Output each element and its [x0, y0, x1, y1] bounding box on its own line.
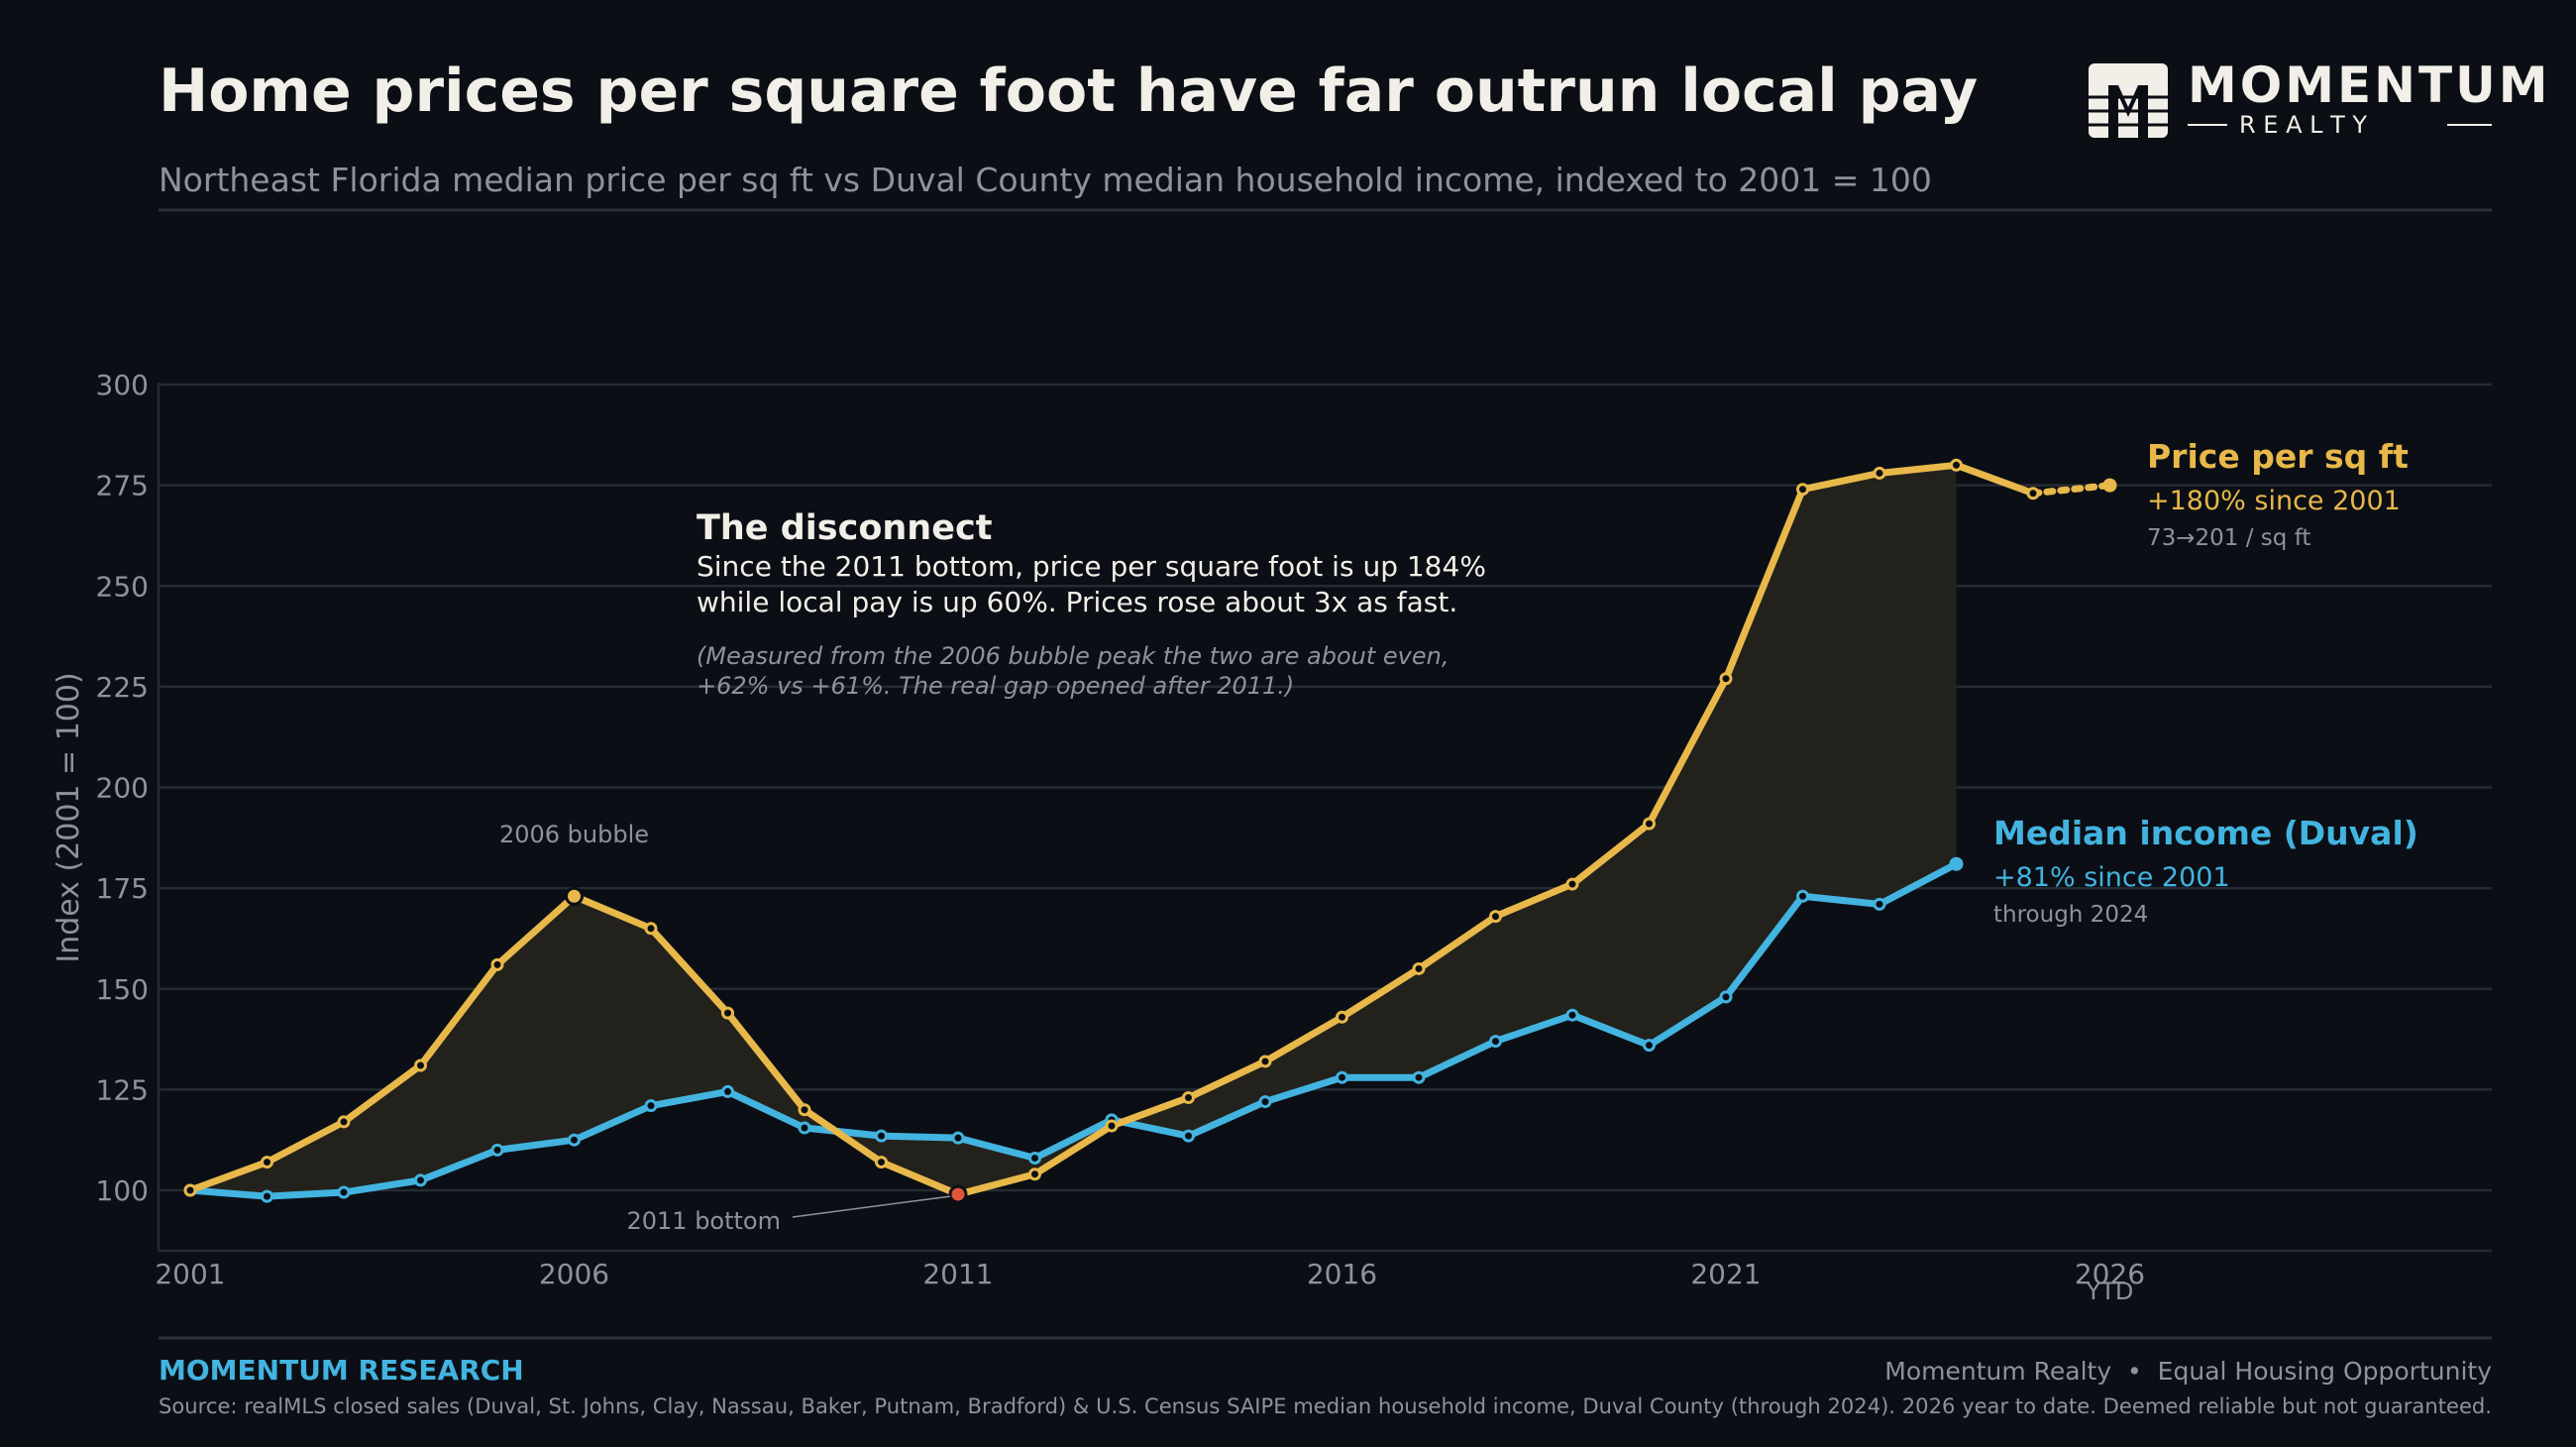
income-point — [1336, 1070, 1348, 1084]
annotation-note-1: (Measured from the 2006 bubble peak the … — [697, 642, 1449, 670]
y-tick-label: 100 — [96, 1174, 149, 1207]
income-series-line — [186, 860, 1960, 1200]
income-series-change: +81% since 2001 — [1993, 862, 2230, 893]
footer-brand: MOMENTUM RESEARCH — [159, 1354, 524, 1387]
footer-source: Source: realMLS closed sales (Duval, St.… — [159, 1394, 2492, 1418]
income-point — [1565, 1008, 1579, 1022]
income-point — [1796, 889, 1809, 903]
price-point — [948, 1184, 968, 1204]
price-point — [1719, 672, 1733, 686]
price-point — [1182, 1091, 1195, 1105]
income-point — [1489, 1035, 1502, 1049]
y-tick-label: 125 — [96, 1073, 149, 1106]
annotation-note-2: +62% vs +61%. The real gap opened after … — [697, 672, 1294, 700]
price-point — [798, 1103, 811, 1117]
price-series-name: Price per sq ft — [2147, 437, 2409, 476]
price-point — [414, 1058, 427, 1072]
price-ytd-segment — [2029, 482, 2113, 498]
y-tick-label: 275 — [96, 470, 149, 502]
price-point — [565, 886, 584, 906]
income-point — [490, 1143, 504, 1157]
y-tick-label: 225 — [96, 671, 149, 704]
price-point — [183, 1183, 197, 1197]
y-tick-label: 250 — [96, 570, 149, 603]
price-point — [1565, 877, 1579, 891]
price-point — [1796, 483, 1809, 497]
footer-right: Momentum Realty • Equal Housing Opportun… — [1884, 1357, 2492, 1386]
x-tick-label: 2021 — [1690, 1258, 1761, 1290]
price-point — [1412, 961, 1426, 975]
disconnect-annotation: The disconnect Since the 2011 bottom, pr… — [697, 508, 1486, 700]
series-labels: Price per sq ft +180% since 2001 73→201 / … — [1993, 437, 2418, 928]
page-title: Home prices per square foot have far out… — [159, 56, 1978, 126]
income-point — [951, 1131, 965, 1145]
price-point — [2026, 487, 2040, 501]
price-point — [1105, 1119, 1119, 1133]
annotation-line-1: Since the 2011 bottom, price per square … — [697, 550, 1486, 583]
income-point — [1258, 1095, 1272, 1109]
income-point — [1719, 990, 1733, 1004]
income-point — [414, 1173, 427, 1187]
y-tick-label: 150 — [96, 973, 149, 1006]
annotation-heading: The disconnect — [697, 508, 992, 548]
annotation-2011-bottom: 2011 bottom — [626, 1207, 781, 1235]
x-tick-label: 2016 — [1307, 1258, 1377, 1290]
income-point — [1643, 1039, 1656, 1053]
y-tick-label: 200 — [96, 772, 149, 805]
price-ytd-point — [2102, 478, 2117, 493]
brand-name: MOMENTUM — [2188, 56, 2550, 114]
x-tick-label: 2026 — [2075, 1258, 2145, 1290]
price-point — [1258, 1055, 1272, 1068]
y-axis-ticks: 100 125 150 175 200 225 250 275 300 — [96, 369, 149, 1207]
income-point — [1873, 897, 1886, 911]
y-tick-label: 175 — [96, 872, 149, 905]
income-point — [1949, 856, 1964, 871]
price-point — [721, 1006, 734, 1020]
income-point — [798, 1121, 811, 1135]
price-point — [644, 922, 658, 936]
annotation-line-2: while local pay is up 60%. Prices rose a… — [697, 586, 1457, 618]
price-point — [337, 1115, 351, 1129]
annotation-2006-bubble: 2006 bubble — [499, 821, 649, 848]
income-point — [875, 1129, 888, 1143]
brand-tagline: R E A L T Y — [2239, 111, 2367, 139]
income-point — [337, 1185, 351, 1199]
price-series-change: +180% since 2001 — [2147, 486, 2401, 516]
x-tick-label: 2011 — [922, 1258, 993, 1290]
price-point — [875, 1156, 888, 1169]
income-series-name: Median income (Duval) — [1993, 814, 2418, 852]
income-point — [1028, 1152, 1041, 1166]
price-point — [1873, 466, 1886, 480]
page-subtitle: Northeast Florida median price per sq ft… — [159, 161, 1932, 199]
income-point — [721, 1084, 734, 1098]
price-series-detail: 73→201 / sq ft — [2147, 525, 2310, 551]
series-layer — [183, 458, 2117, 1204]
price-point — [490, 957, 504, 971]
brand-logo: MOMENTUM R E A L T Y — [2081, 56, 2550, 139]
price-point — [1489, 910, 1502, 924]
income-point — [1182, 1129, 1195, 1143]
price-point — [261, 1156, 273, 1169]
x-tick-note: YTD — [2086, 1278, 2134, 1305]
y-tick-label: 300 — [96, 369, 149, 401]
income-point — [1412, 1070, 1426, 1084]
price-point — [1028, 1168, 1041, 1181]
y-axis-label: Index (2001 = 100) — [52, 672, 86, 962]
income-point — [568, 1133, 581, 1147]
income-point — [644, 1099, 658, 1113]
income-point — [261, 1189, 273, 1203]
price-point — [1950, 458, 1963, 472]
chart-annotations: 2006 bubble 2011 bottom — [499, 821, 951, 1235]
gap-area — [190, 465, 1957, 1197]
x-tick-label: 2006 — [539, 1258, 609, 1290]
price-point — [1336, 1010, 1348, 1024]
annotation-2011-leader — [792, 1195, 951, 1218]
price-point — [1643, 817, 1656, 831]
logo-mark-icon — [2081, 63, 2180, 138]
income-series-detail: through 2024 — [1993, 902, 2148, 928]
x-tick-label: 2001 — [155, 1258, 225, 1290]
grid-lines — [157, 383, 2492, 1253]
